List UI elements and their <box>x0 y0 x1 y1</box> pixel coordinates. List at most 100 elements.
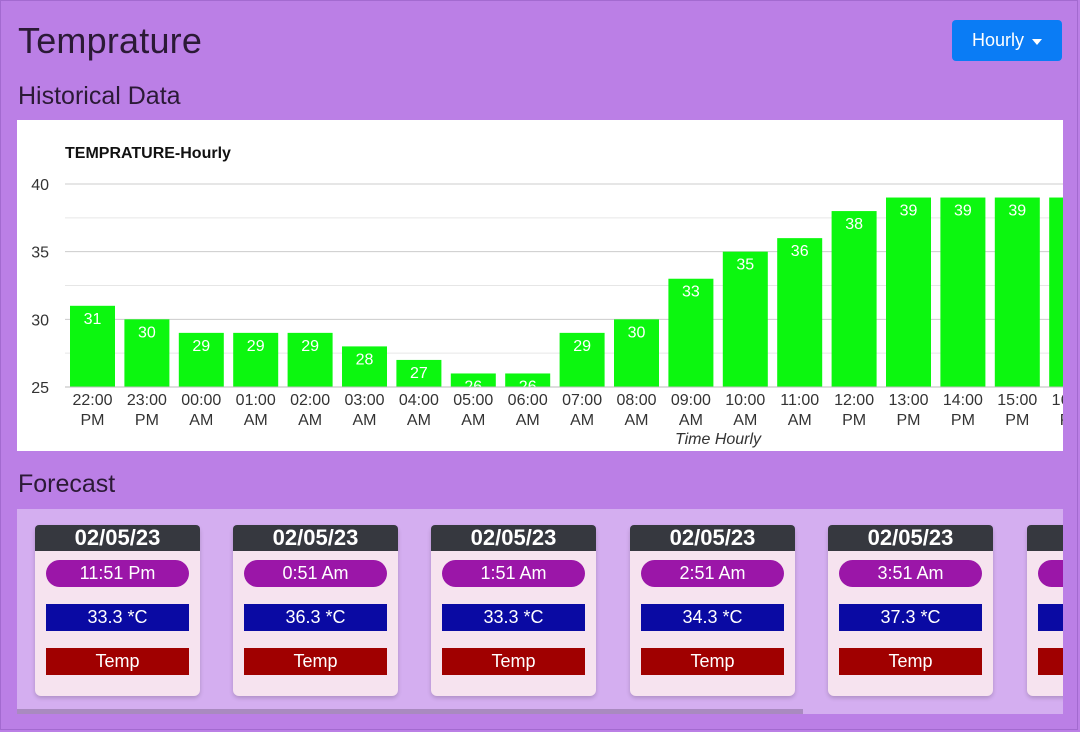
bar-value-label: 27 <box>410 365 428 382</box>
x-tick-label: AM <box>679 412 703 429</box>
y-tick-label: 40 <box>31 177 49 194</box>
bar-value-label: 29 <box>247 338 265 355</box>
x-tick-label: AM <box>625 412 649 429</box>
bar <box>178 332 224 387</box>
bar <box>777 238 823 387</box>
x-tick-label: 12:00 <box>834 392 874 409</box>
bar <box>233 332 279 387</box>
bar-value-label: 39 <box>900 203 918 220</box>
x-tick-label: 01:00 <box>236 392 276 409</box>
x-tick-label: 10:00 <box>725 392 765 409</box>
interval-dropdown-button[interactable]: Hourly <box>952 20 1062 61</box>
forecast-temp <box>1038 604 1063 631</box>
forecast-label: Temp <box>442 648 585 675</box>
caret-down-icon <box>1032 38 1042 45</box>
x-tick-label: PM <box>1060 412 1063 429</box>
forecast-card: 02/05/23 1:51 Am 33.3 *C Temp <box>431 525 596 696</box>
x-tick-label: 07:00 <box>562 392 602 409</box>
bar <box>994 197 1040 387</box>
y-tick-label: 25 <box>31 380 49 397</box>
forecast-carousel[interactable]: 02/05/23 11:51 Pm 33.3 *C Temp 02/05/23 … <box>17 509 1063 714</box>
bar <box>559 332 605 387</box>
forecast-label: Temp <box>46 648 189 675</box>
forecast-card: 02/05/23 2:51 Am 34.3 *C Temp <box>630 525 795 696</box>
temperature-chart: TEMPRATURE-Hourly 25 30 35 40 31 22:00 PM 30 23:0… <box>17 120 1063 451</box>
forecast-time: 0:51 Am <box>244 560 387 587</box>
x-tick-label: AM <box>788 412 812 429</box>
x-tick-label: 09:00 <box>671 392 711 409</box>
forecast-date: 02/05/23 <box>35 525 200 551</box>
bar <box>505 373 551 387</box>
x-tick-label: 02:00 <box>290 392 330 409</box>
bar <box>287 332 333 387</box>
x-tick-label: AM <box>407 412 431 429</box>
forecast-card <box>1027 525 1063 696</box>
forecast-time: 1:51 Am <box>442 560 585 587</box>
forecast-label: Temp <box>839 648 982 675</box>
bar-value-label: 33 <box>682 284 700 301</box>
bar <box>124 319 170 387</box>
x-tick-label: PM <box>81 412 105 429</box>
horizontal-scrollbar[interactable] <box>17 709 803 714</box>
forecast-temp: 33.3 *C <box>442 604 585 631</box>
x-tick-label: 13:00 <box>888 392 928 409</box>
x-tick-label: AM <box>298 412 322 429</box>
forecast-date: 02/05/23 <box>828 525 993 551</box>
bar-value-label: 35 <box>736 257 754 274</box>
x-tick-label: 08:00 <box>616 392 656 409</box>
forecast-heading: Forecast <box>18 470 116 498</box>
bar <box>886 197 931 387</box>
x-tick-label: AM <box>516 412 540 429</box>
x-tick-label: PM <box>135 412 159 429</box>
forecast-temp: 37.3 *C <box>839 604 982 631</box>
x-tick-label: 06:00 <box>508 392 548 409</box>
bar <box>1049 197 1063 387</box>
historical-data-heading: Historical Data <box>18 82 181 110</box>
y-tick-label: 30 <box>31 312 49 329</box>
x-tick-label: 05:00 <box>453 392 493 409</box>
x-tick-label: 14:00 <box>943 392 983 409</box>
bar-value-label: 28 <box>356 351 374 368</box>
dropdown-label: Hourly <box>971 30 1024 50</box>
x-tick-label: AM <box>461 412 485 429</box>
x-tick-label: 15:00 <box>997 392 1037 409</box>
bar-value-label: 38 <box>845 216 863 233</box>
bar <box>831 211 877 387</box>
page-title: Temprature <box>18 20 203 61</box>
forecast-temp: 33.3 *C <box>46 604 189 631</box>
bar <box>614 319 659 387</box>
forecast-card: 02/05/23 0:51 Am 36.3 *C Temp <box>233 525 398 696</box>
bar-value-label: 29 <box>192 338 210 355</box>
chart-title: TEMPRATURE-Hourly <box>65 145 231 162</box>
y-tick-label: 35 <box>31 245 49 262</box>
x-tick-label: AM <box>733 412 757 429</box>
x-axis-label: Time Hourly <box>675 431 762 448</box>
chart-svg: TEMPRATURE-Hourly 25 30 35 40 31 22:00 PM 30 23:0… <box>31 145 1063 448</box>
forecast-date: 02/05/23 <box>630 525 795 551</box>
forecast-label: Temp <box>641 648 784 675</box>
x-tick-label: 11:00 <box>780 392 819 409</box>
bar <box>668 278 714 387</box>
x-tick-label: 00:00 <box>181 392 221 409</box>
x-tick-label: PM <box>951 412 975 429</box>
x-tick-label: 16:00 <box>1052 392 1063 409</box>
bar <box>70 305 115 387</box>
bar <box>342 346 387 387</box>
forecast-time <box>1038 560 1063 587</box>
x-tick-label: PM <box>1005 412 1029 429</box>
forecast-date: 02/05/23 <box>233 525 398 551</box>
forecast-card: 02/05/23 11:51 Pm 33.3 *C Temp <box>35 525 200 696</box>
bar-value-label: 39 <box>954 203 972 220</box>
forecast-temp: 34.3 *C <box>641 604 784 631</box>
bar <box>450 373 496 387</box>
x-tick-label: 23:00 <box>127 392 167 409</box>
forecast-label <box>1038 648 1063 675</box>
forecast-label: Temp <box>244 648 387 675</box>
bar-value-label: 36 <box>791 243 809 260</box>
x-tick-label: AM <box>353 412 377 429</box>
forecast-time: 11:51 Pm <box>46 560 189 587</box>
bar-value-label: 29 <box>301 338 319 355</box>
forecast-time: 2:51 Am <box>641 560 784 587</box>
bar-value-label: 29 <box>573 338 591 355</box>
forecast-date <box>1027 525 1063 551</box>
